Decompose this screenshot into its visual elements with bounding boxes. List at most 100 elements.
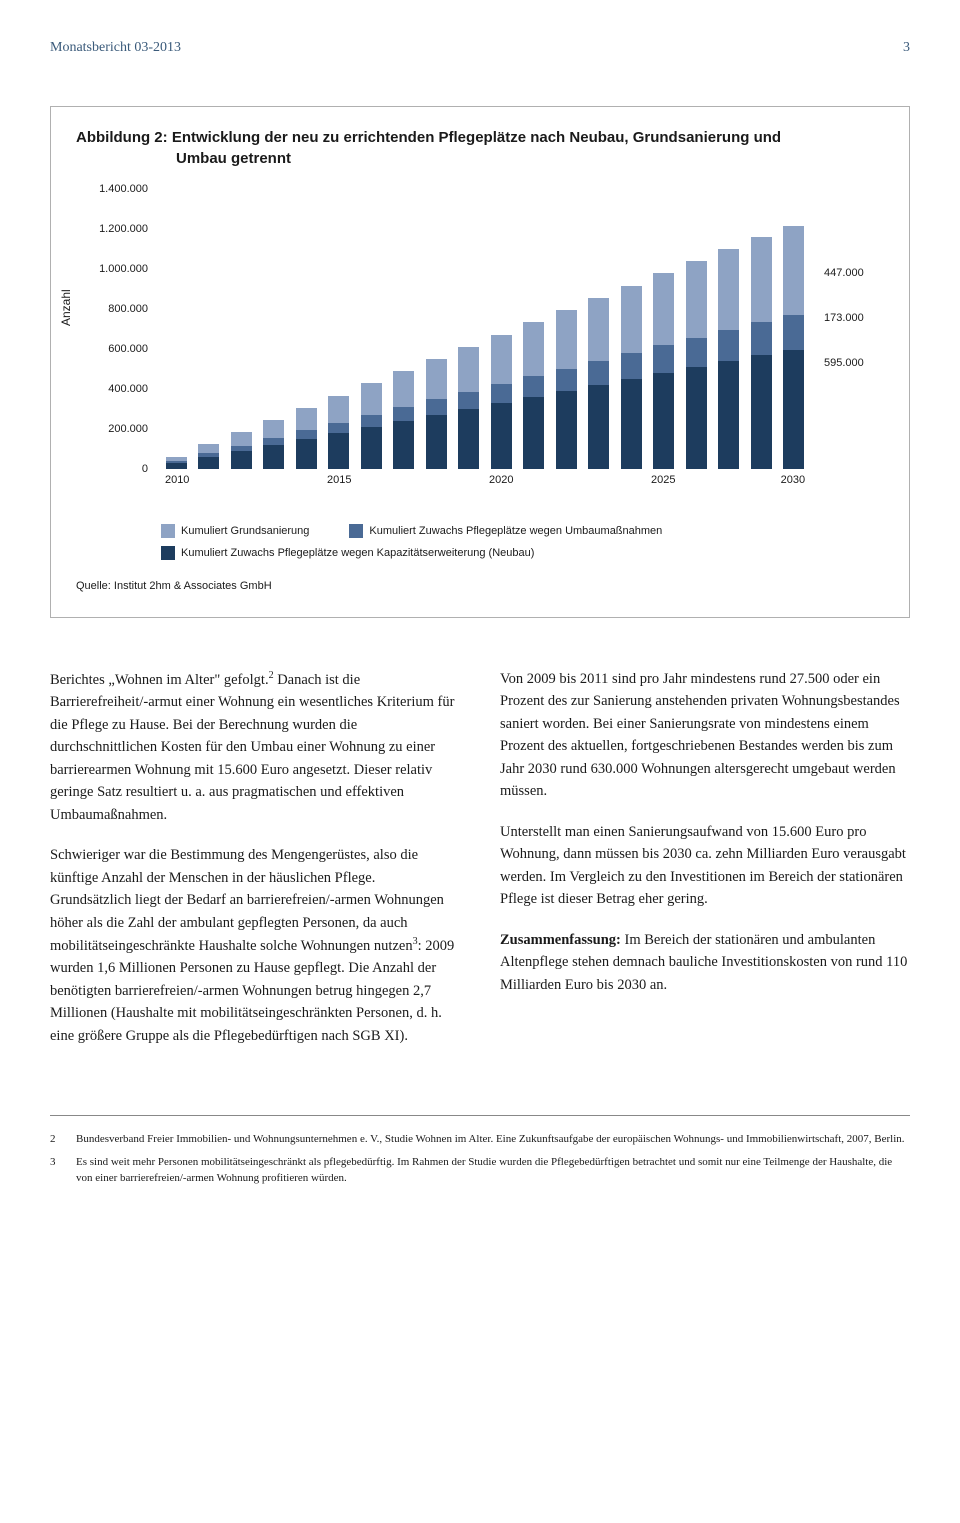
x-axis-ticks: 20102015202020252030: [161, 474, 809, 486]
chart-area: Anzahl 1.400.0001.200.0001.000.000800.00…: [76, 189, 884, 509]
bar-column: [779, 226, 810, 469]
segment-neubau: [751, 355, 772, 469]
bar-column: [714, 249, 745, 469]
x-tick: [680, 474, 712, 486]
stacked-bar: [621, 286, 642, 469]
bar-column: [681, 261, 712, 469]
swatch-umbau: [349, 524, 363, 538]
bar-column: [486, 335, 517, 469]
x-tick: [193, 474, 225, 486]
stacked-bar: [166, 457, 187, 469]
segment-neubau: [328, 433, 349, 469]
segment-neubau: [296, 439, 317, 469]
segment-grundsanierung: [426, 359, 447, 399]
x-tick: [291, 474, 323, 486]
stacked-bar: [588, 298, 609, 469]
segment-neubau: [426, 415, 447, 469]
segment-umbau: [491, 384, 512, 403]
segment-grundsanierung: [491, 335, 512, 384]
stacked-bar: [198, 444, 219, 469]
body-text: Berichtes „Wohnen im Alter" gefolgt.2 Da…: [50, 668, 910, 1065]
stacked-bar: [263, 420, 284, 469]
segment-umbau: [718, 330, 739, 361]
segment-neubau: [393, 421, 414, 469]
segment-umbau: [621, 353, 642, 379]
stacked-bar: [751, 237, 772, 469]
x-tick: [712, 474, 744, 486]
segment-grundsanierung: [523, 322, 544, 376]
bar-column: [649, 273, 680, 469]
chart-legend: Kumuliert Grundsanierung Kumuliert Zuwac…: [161, 524, 884, 560]
footnotes: 2 Bundesverband Freier Immobilien- und W…: [50, 1115, 910, 1187]
right-label: 595.000: [824, 357, 864, 369]
stacked-bar: [653, 273, 674, 469]
segment-umbau: [783, 315, 804, 350]
y-tick: 600.000: [88, 343, 148, 355]
y-axis-label: Anzahl: [59, 289, 73, 326]
segment-neubau: [231, 451, 252, 469]
bar-column: [421, 359, 452, 469]
right-column: Von 2009 bis 2011 sind pro Jahr mindeste…: [500, 668, 910, 1065]
segment-neubau: [686, 367, 707, 469]
segment-umbau: [556, 369, 577, 391]
segment-neubau: [361, 427, 382, 469]
bar-column: [291, 408, 322, 469]
legend-label-1: Kumuliert Grundsanierung: [181, 525, 309, 537]
x-tick: [582, 474, 614, 486]
segment-neubau: [198, 457, 219, 469]
stacked-bar: [523, 322, 544, 469]
segment-neubau: [491, 403, 512, 469]
right-paragraph-3: Zusammenfassung: Im Bereich der stationä…: [500, 929, 910, 996]
segment-neubau: [588, 385, 609, 469]
x-tick: [420, 474, 452, 486]
x-tick: [517, 474, 549, 486]
segment-umbau: [296, 430, 317, 439]
chart-title-line1: Abbildung 2: Entwicklung der neu zu erri…: [76, 129, 781, 146]
stacked-bar: [296, 408, 317, 469]
page-number: 3: [903, 40, 910, 56]
chart-title-line2: Umbau getrennt: [176, 150, 291, 167]
x-tick: [744, 474, 776, 486]
bar-column: [616, 286, 647, 469]
legend-label-2: Kumuliert Zuwachs Pflegeplätze wegen Umb…: [369, 525, 662, 537]
segment-umbau: [426, 399, 447, 415]
segment-neubau: [621, 379, 642, 469]
segment-neubau: [263, 445, 284, 469]
segment-neubau: [556, 391, 577, 469]
legend-item-umbau: Kumuliert Zuwachs Pflegeplätze wegen Umb…: [349, 524, 662, 538]
bar-column: [746, 237, 777, 469]
y-tick: 800.000: [88, 303, 148, 315]
left-paragraph-2: Schwieriger war die Bestimmung des Menge…: [50, 844, 460, 1047]
bar-column: [519, 322, 550, 469]
segment-umbau: [361, 415, 382, 427]
chart-bars: [161, 189, 809, 469]
y-tick: 400.000: [88, 383, 148, 395]
x-tick: 2010: [161, 474, 193, 486]
segment-grundsanierung: [686, 261, 707, 337]
swatch-neubau: [161, 546, 175, 560]
footnote-2-text: Bundesverband Freier Immobilien- und Woh…: [76, 1131, 905, 1148]
right-paragraph-1: Von 2009 bis 2011 sind pro Jahr mindeste…: [500, 668, 910, 803]
y-tick: 1.200.000: [88, 223, 148, 235]
legend-item-grundsanierung: Kumuliert Grundsanierung: [161, 524, 309, 538]
chart-source: Quelle: Institut 2hm & Associates GmbH: [76, 580, 884, 592]
segment-umbau: [523, 376, 544, 397]
stacked-bar: [556, 310, 577, 469]
segment-neubau: [653, 373, 674, 469]
footnote-2-num: 2: [50, 1131, 64, 1148]
right-label: 447.000: [824, 267, 864, 279]
bar-column: [389, 371, 420, 469]
x-tick: 2015: [323, 474, 355, 486]
stacked-bar: [686, 261, 707, 469]
bar-column: [584, 298, 615, 469]
stacked-bar: [718, 249, 739, 469]
stacked-bar: [328, 396, 349, 469]
chart-container: Abbildung 2: Entwicklung der neu zu erri…: [50, 106, 910, 618]
footnote-3: 3 Es sind weit mehr Personen mobilitätse…: [50, 1154, 910, 1187]
header-title: Monatsbericht 03-2013: [50, 40, 181, 56]
y-tick: 1.000.000: [88, 263, 148, 275]
stacked-bar: [426, 359, 447, 469]
segment-umbau: [588, 361, 609, 385]
x-tick: [355, 474, 387, 486]
x-tick: [226, 474, 258, 486]
